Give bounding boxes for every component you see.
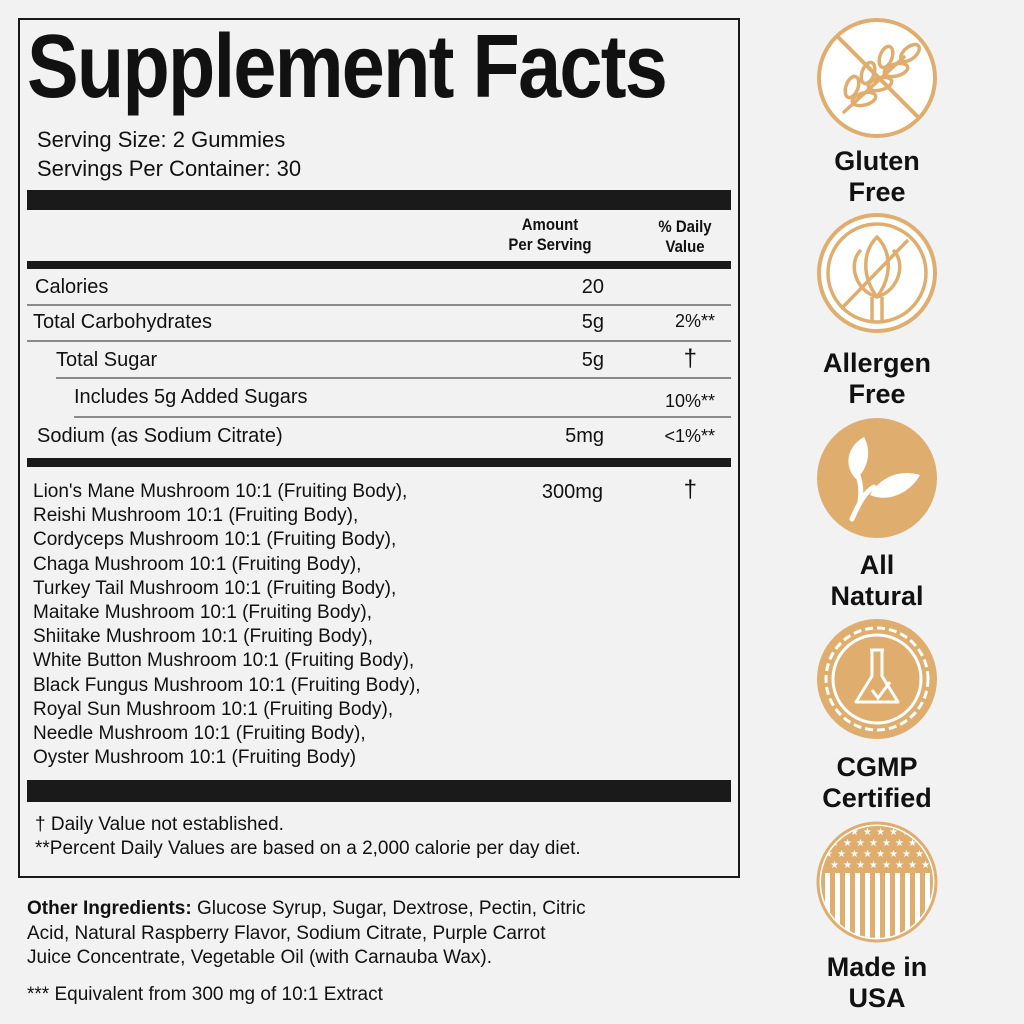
row-divider — [27, 304, 731, 306]
panel-title: Supplement Facts — [27, 17, 668, 117]
supplement-facts-panel — [18, 18, 740, 878]
badge-label-all-natural: All Natural — [830, 550, 924, 611]
svg-text:★: ★ — [902, 849, 911, 860]
svg-text:★: ★ — [876, 849, 885, 860]
badge-label-allergen-free: Allergen Free — [822, 348, 932, 409]
dv-header-line: % Daily — [658, 217, 712, 236]
divider-bar — [27, 190, 731, 210]
divider-bar — [27, 261, 731, 269]
other-ingredients-label: Other Ingredients: — [27, 898, 192, 919]
svg-text:★: ★ — [889, 827, 898, 838]
blend-ingredient: Reishi Mushroom 10:1 (Fruiting Body), — [33, 505, 359, 527]
leaf-icon — [817, 418, 937, 538]
svg-text:★: ★ — [869, 860, 878, 871]
svg-text:★: ★ — [856, 860, 865, 871]
svg-text:★: ★ — [856, 838, 865, 849]
blend-ingredient: Cordyceps Mushroom 10:1 (Fruiting Body), — [33, 529, 397, 551]
amount-header: Amount Per Serving — [502, 215, 599, 255]
other-ingredients: Other Ingredients: Glucose Syrup, Sugar,… — [27, 897, 586, 971]
footnote-dagger: † Daily Value not established. — [35, 814, 284, 835]
badge-label-cgmp-certified: CGMP Certified — [822, 752, 932, 813]
blend-ingredient: Maitake Mushroom 10:1 (Fruiting Body), — [33, 602, 372, 624]
nutrient-dv: 2%** — [674, 311, 715, 331]
svg-text:★: ★ — [882, 860, 891, 871]
usa-flag-icon: ★★★★★★★★★★★★★★★★★★★★★★★★★★★★★★★★★★★★ — [816, 821, 938, 943]
other-ingredients-text: Glucose Syrup, Sugar, Dextrose, Pectin, … — [191, 898, 586, 919]
divider-bar — [27, 780, 731, 802]
divider-bar — [27, 458, 731, 467]
other-ingredients-text: Juice Concentrate, Vegetable Oil (with C… — [27, 947, 493, 968]
nutrient-name: Total Carbohydrates — [33, 311, 212, 333]
dv-header-line: Value — [665, 237, 705, 256]
svg-text:★: ★ — [843, 860, 852, 871]
svg-text:★: ★ — [921, 860, 930, 871]
svg-text:★: ★ — [889, 849, 898, 860]
row-divider — [74, 416, 731, 418]
blend-amount: 300mg — [541, 481, 603, 503]
nutrient-dv: 10%** — [664, 391, 715, 411]
blend-dv: † — [683, 476, 697, 503]
nutrient-amount: 5mg — [565, 425, 604, 447]
svg-text:★: ★ — [895, 860, 904, 871]
amount-header-line: Per Serving — [508, 235, 592, 254]
svg-text:★: ★ — [869, 838, 878, 849]
flask-seal-icon — [817, 619, 937, 739]
blend-ingredient: Black Fungus Mushroom 10:1 (Fruiting Bod… — [33, 674, 421, 696]
nutrient-amount: 5g — [581, 349, 604, 371]
allergen-free-icon — [817, 213, 937, 333]
other-ingredients-text: Acid, Natural Raspberry Flavor, Sodium C… — [27, 922, 546, 944]
svg-text:★: ★ — [837, 849, 846, 860]
servings-per-container: Servings Per Container: 30 — [37, 156, 302, 181]
svg-text:★: ★ — [876, 827, 885, 838]
blend-ingredient: Chaga Mushroom 10:1 (Fruiting Body), — [33, 553, 362, 575]
svg-text:★: ★ — [850, 827, 859, 838]
nutrient-dv: <1%** — [664, 426, 715, 446]
mushroom-blend-list: Lion's Mane Mushroom 10:1 (Fruiting Body… — [33, 480, 421, 770]
badge-label-gluten-free: Gluten Free — [834, 146, 920, 207]
daily-value-header: % Daily Value — [645, 217, 724, 257]
blend-ingredient: Lion's Mane Mushroom 10:1 (Fruiting Body… — [33, 481, 408, 502]
svg-text:★: ★ — [850, 849, 859, 860]
svg-text:★: ★ — [934, 838, 938, 849]
svg-text:★: ★ — [908, 838, 917, 849]
svg-text:★: ★ — [843, 838, 852, 849]
nutrient-amount: 20 — [581, 276, 604, 298]
blend-ingredient: Oyster Mushroom 10:1 (Fruiting Body) — [33, 747, 357, 769]
svg-text:★: ★ — [824, 827, 833, 838]
svg-text:★: ★ — [882, 838, 891, 849]
nutrient-amount: 5g — [581, 311, 604, 333]
badge-label-made-in-usa: Made in USA — [826, 952, 928, 1013]
blend-ingredient: Turkey Tail Mushroom 10:1 (Fruiting Body… — [33, 577, 397, 599]
extract-note: *** Equivalent from 300 mg of 10:1 Extra… — [27, 984, 383, 1005]
blend-ingredient: Needle Mushroom 10:1 (Fruiting Body), — [33, 723, 366, 745]
nutrient-name: Includes 5g Added Sugars — [74, 386, 308, 408]
footnote-daily-value: **Percent Daily Values are based on a 2,… — [35, 838, 581, 859]
nutrient-name: Sodium (as Sodium Citrate) — [37, 425, 283, 447]
svg-text:★: ★ — [824, 849, 833, 860]
blend-ingredient: Shiitake Mushroom 10:1 (Fruiting Body), — [33, 626, 374, 648]
blend-ingredient: Royal Sun Mushroom 10:1 (Fruiting Body), — [33, 698, 394, 720]
row-divider — [27, 340, 731, 342]
svg-text:★: ★ — [830, 860, 839, 871]
blend-ingredient: White Button Mushroom 10:1 (Fruiting Bod… — [33, 650, 415, 672]
svg-text:★: ★ — [928, 827, 937, 838]
nutrient-name: Total Sugar — [56, 349, 158, 371]
nutrient-name: Calories — [35, 276, 109, 298]
svg-text:★: ★ — [895, 838, 904, 849]
serving-size: Serving Size: 2 Gummies — [37, 127, 286, 152]
svg-text:★: ★ — [863, 827, 872, 838]
nutrient-dv: † — [683, 345, 697, 372]
row-divider — [56, 377, 731, 379]
amount-header-line: Amount — [521, 215, 579, 234]
svg-text:★: ★ — [915, 849, 924, 860]
svg-text:★: ★ — [863, 849, 872, 860]
gluten-free-icon — [817, 18, 937, 138]
svg-text:★: ★ — [908, 860, 917, 871]
